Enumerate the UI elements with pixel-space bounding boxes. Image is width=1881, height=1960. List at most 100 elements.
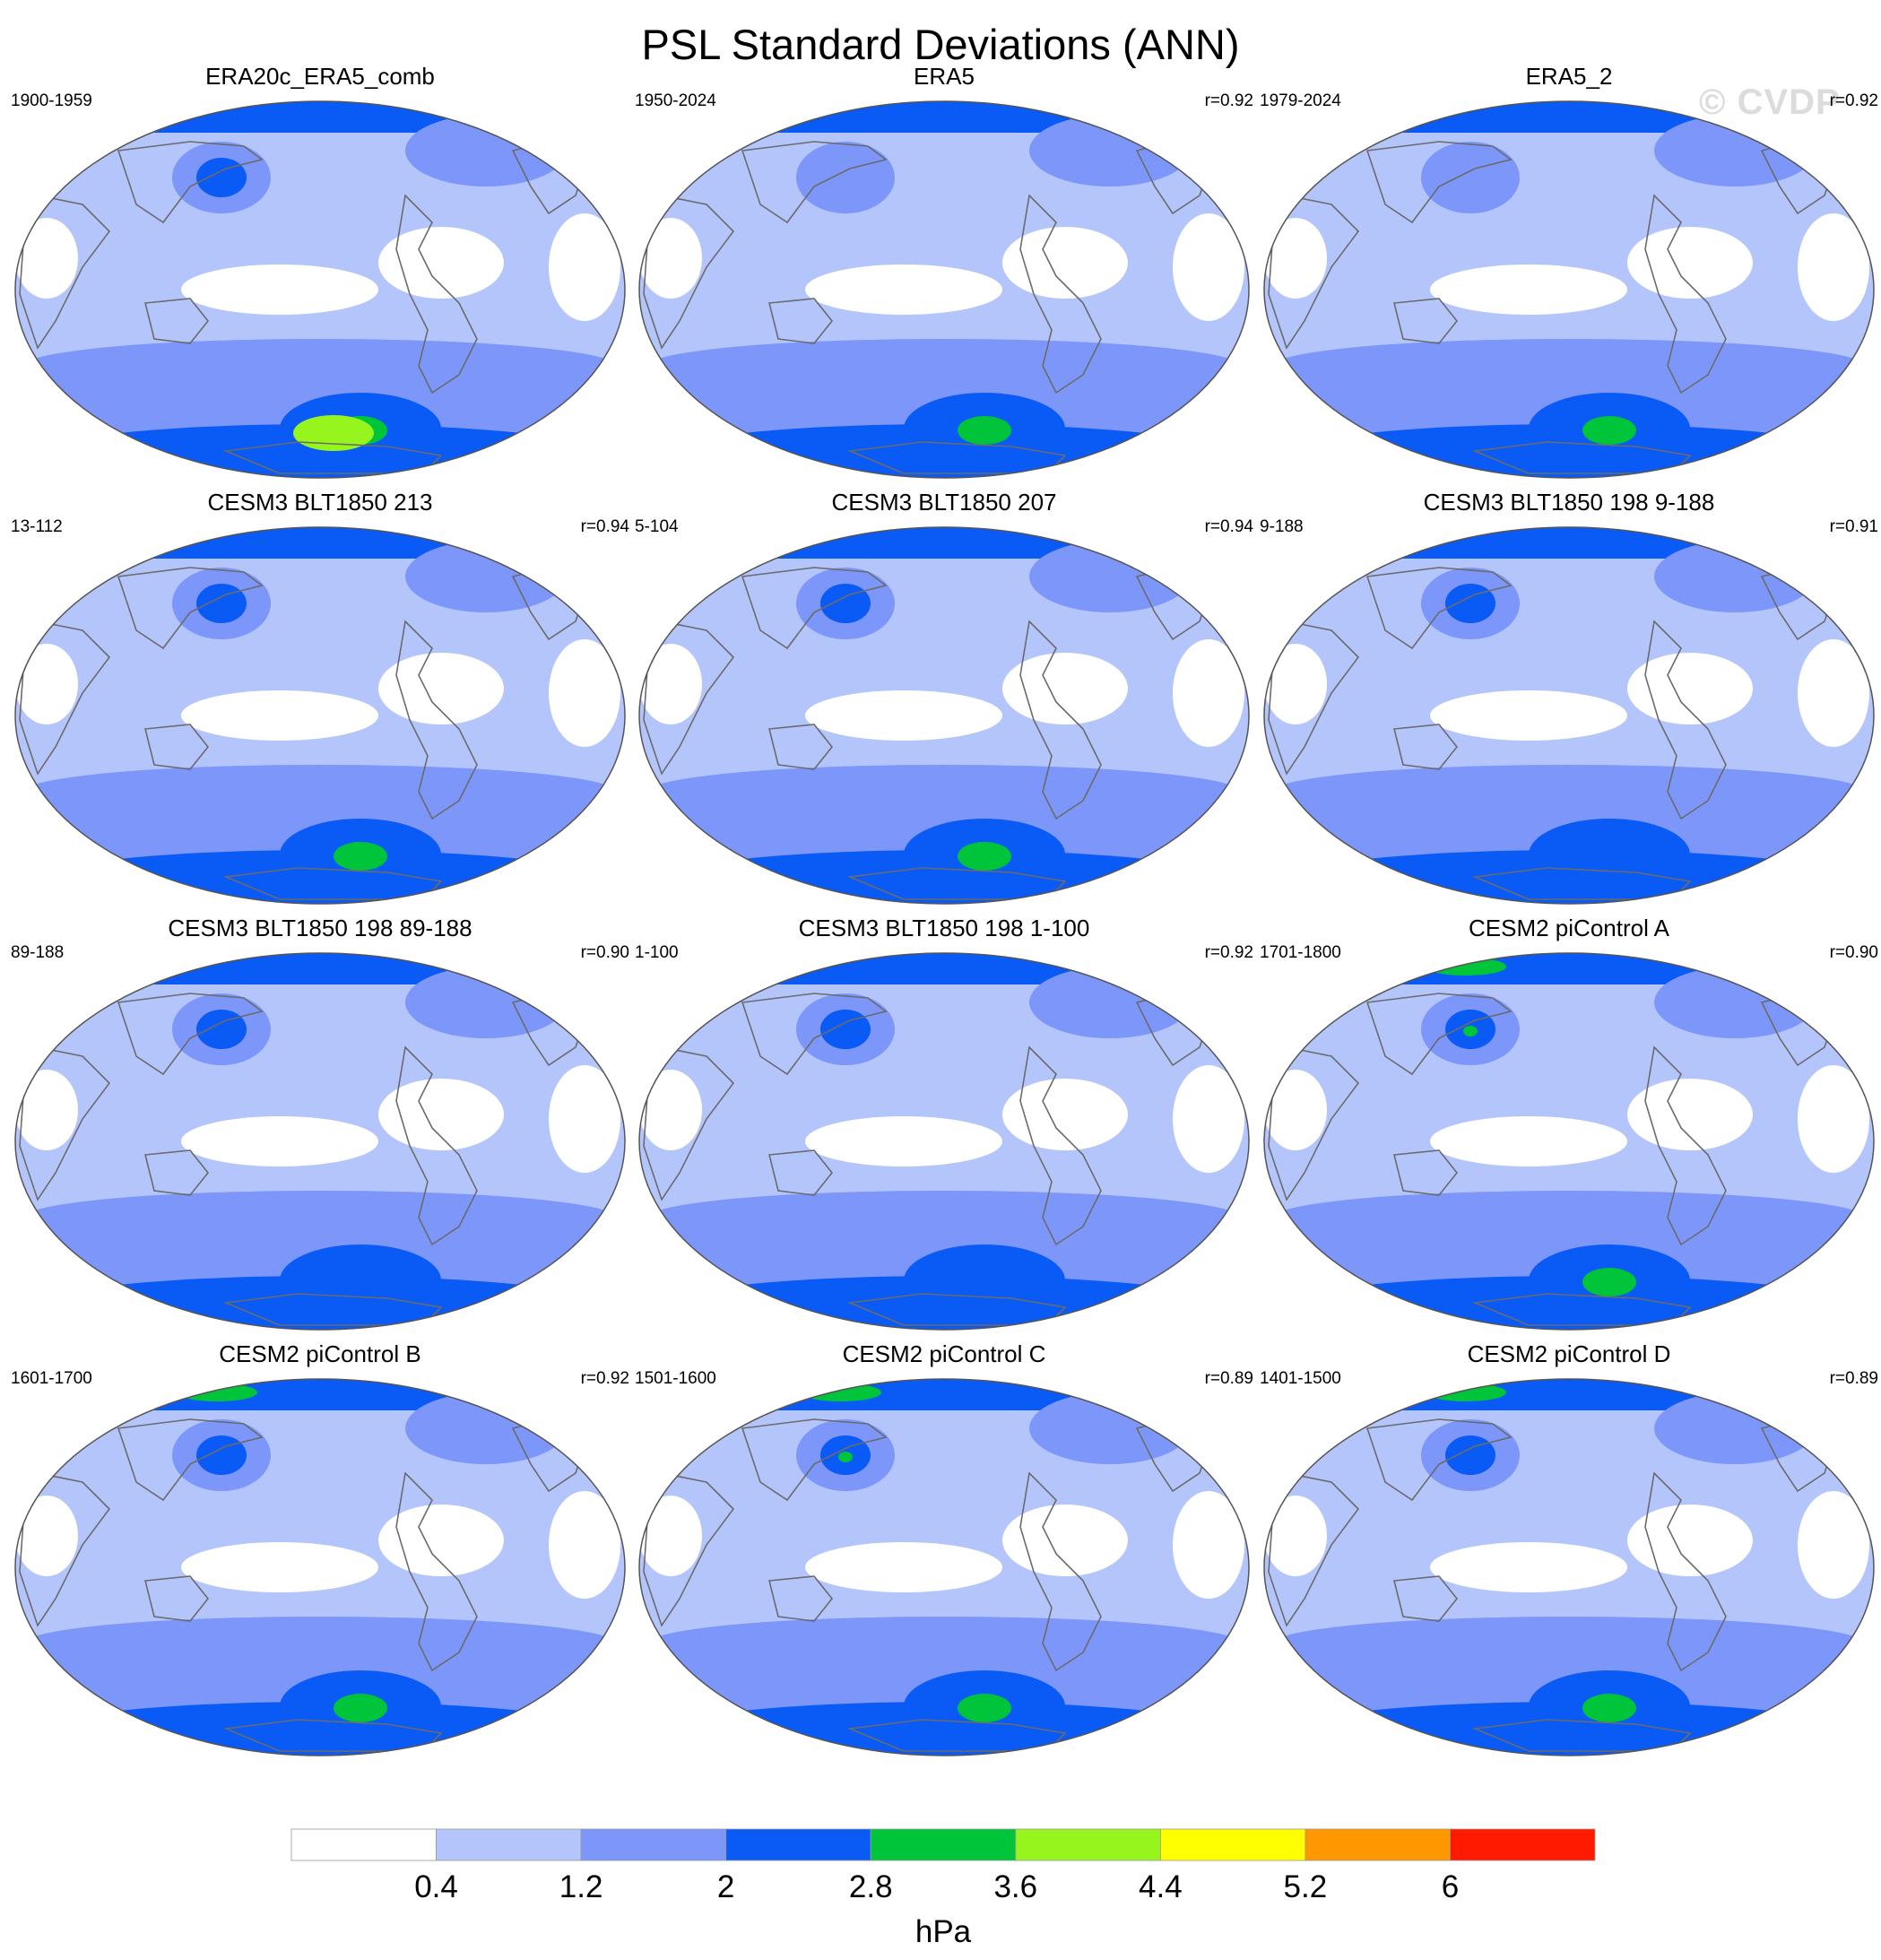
amundsen-sea-peak <box>958 1694 1011 1722</box>
amundsen-sea-low <box>904 1245 1065 1316</box>
panel-period: 1900-1959 <box>11 91 92 110</box>
amundsen-sea-peak <box>334 1694 387 1722</box>
tropical-minimum-atlantic <box>549 1065 620 1173</box>
americas-coastline <box>395 1045 478 1246</box>
panel-pattern-correlation: r=0.90 <box>1829 943 1878 962</box>
colorbar-units: hPa <box>914 1914 972 1949</box>
antarctica-coastline <box>846 1293 1067 1326</box>
southern-band-edge <box>24 765 616 819</box>
panel-pattern-correlation: r=0.91 <box>1829 517 1878 536</box>
arctic-cap <box>1264 101 1874 133</box>
antarctic-ring <box>1264 424 1874 478</box>
antarctic-ring <box>15 1702 625 1756</box>
africa-eurasia-coastline <box>1268 620 1360 776</box>
arctic-cap <box>1264 953 1874 984</box>
panel-period: 1701-1800 <box>1260 943 1341 962</box>
antarctica-coastline <box>1471 441 1692 474</box>
aleutian-low-peak <box>1463 1026 1478 1036</box>
asia-coastline <box>741 141 888 224</box>
amundsen-sea-low <box>1529 819 1690 890</box>
panel-pattern-correlation: r=0.89 <box>1204 1369 1253 1388</box>
tropical-minimum-africa <box>1264 218 1327 299</box>
north-atlantic-variability <box>1029 541 1191 612</box>
panel-title: CESM3 BLT1850 198 1-100 <box>798 915 1090 941</box>
colorbar-swatch <box>725 1828 871 1861</box>
map-panel: CESM2 piControl D 1401-1500 r=0.89 <box>1260 1340 1878 1762</box>
americas-coastline <box>1644 194 1727 395</box>
southern-band-edge <box>24 1617 616 1670</box>
map-outline <box>1263 526 1875 905</box>
tropical-minimum-pacific <box>181 265 378 315</box>
north-atlantic-variability <box>1654 967 1816 1038</box>
southern-band-edge <box>1273 1191 1865 1245</box>
southern-band-edge <box>648 1191 1240 1245</box>
antarctica-coastline <box>222 867 443 900</box>
map-panel: CESM3 BLT1850 198 89-188 89-188 r=0.90 <box>11 915 629 1336</box>
arctic-cap <box>639 527 1249 559</box>
panel-pattern-correlation: r=0.92 <box>1829 91 1878 110</box>
map-outline <box>14 526 626 905</box>
panel-title: CESM2 piControl A <box>1469 915 1669 941</box>
colorbar-tick-label: 2.8 <box>848 1869 893 1904</box>
panel-period: 1601-1700 <box>11 1369 92 1388</box>
north-atlantic-variability <box>1654 1392 1816 1464</box>
north-atlantic-variability <box>1029 115 1191 186</box>
amundsen-sea-max <box>293 415 374 451</box>
antarctic-ring <box>1264 1276 1874 1330</box>
psl-stddev-map <box>638 526 1250 905</box>
africa-eurasia-coastline <box>643 620 735 776</box>
southern-band-edge <box>24 1191 616 1245</box>
panel-pattern-correlation: r=0.92 <box>580 1369 629 1388</box>
panel-title: CESM3 BLT1850 207 <box>831 489 1057 516</box>
tropical-minimum-americas <box>378 1079 504 1150</box>
africa-eurasia-coastline <box>19 195 111 350</box>
tropical-minimum-atlantic <box>1173 639 1244 747</box>
north-atlantic-variability <box>1029 967 1191 1038</box>
americas-coastline <box>395 620 478 820</box>
north-atlantic-variability <box>405 967 567 1038</box>
arctic-cap <box>639 101 1249 133</box>
panel-title: CESM3 BLT1850 198 9-188 <box>1423 489 1715 516</box>
colorbar-swatch <box>1450 1828 1596 1861</box>
aleutian-low-outer <box>796 142 895 213</box>
panel-title: ERA5_2 <box>1525 63 1613 90</box>
tropical-minimum-africa <box>15 1496 78 1576</box>
tropical-minimum-africa <box>639 218 702 299</box>
psl-stddev-map <box>14 100 626 479</box>
tropical-minimum-pacific <box>181 1542 378 1592</box>
map-outline <box>1263 100 1875 479</box>
map-outline <box>14 100 626 479</box>
southern-band-edge <box>648 339 1240 393</box>
antarctic-ring <box>15 1276 625 1330</box>
tropical-minimum-americas <box>1002 227 1128 299</box>
africa-eurasia-coastline <box>19 1472 111 1627</box>
arctic-cap <box>1264 527 1874 559</box>
arctic-cap <box>639 953 1249 984</box>
australia-coastline <box>767 1575 834 1622</box>
map-panel: CESM3 BLT1850 198 1-100 1-100 r=0.92 <box>635 915 1253 1336</box>
antarctic-ring <box>15 424 625 478</box>
psl-stddev-map <box>638 952 1250 1331</box>
africa-eurasia-coastline <box>643 1046 735 1201</box>
north-atlantic-variability <box>405 1392 567 1464</box>
australia-coastline <box>143 1575 210 1622</box>
tropical-minimum-atlantic <box>1173 1491 1244 1599</box>
asia-coastline <box>1365 141 1513 224</box>
americas-coastline <box>1019 194 1102 395</box>
antarctic-ring <box>1264 850 1874 904</box>
map-outline <box>638 952 1250 1331</box>
tropical-minimum-africa <box>15 218 78 299</box>
colorbar-swatch <box>1015 1828 1161 1861</box>
amundsen-sea-peak <box>334 842 387 871</box>
asia-coastline <box>117 1418 264 1502</box>
tropical-minimum-americas <box>1627 653 1753 724</box>
australia-coastline <box>1392 724 1459 770</box>
tropical-minimum-pacific <box>1430 690 1627 741</box>
aleutian-low-core <box>1445 1435 1495 1475</box>
tropical-minimum-africa <box>639 644 702 724</box>
antarctica-coastline <box>846 441 1067 474</box>
tropical-minimum-atlantic <box>549 213 620 321</box>
arctic-cap <box>15 101 625 133</box>
asia-coastline <box>741 1418 888 1502</box>
americas-coastline <box>1019 1045 1102 1246</box>
